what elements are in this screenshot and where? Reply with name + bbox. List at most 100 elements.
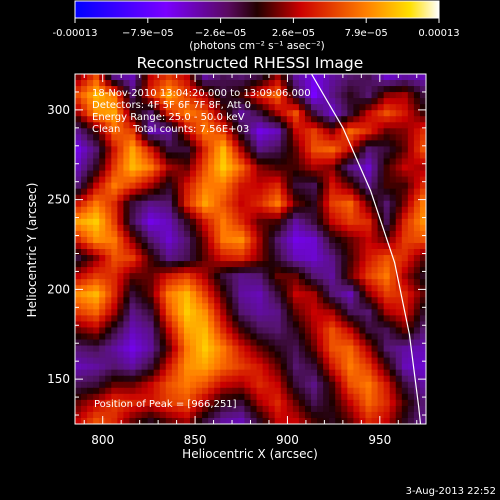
heatmap-cell <box>117 273 125 280</box>
heatmap-cell <box>353 164 361 172</box>
heatmap-cell <box>347 176 354 184</box>
heatmap-cell <box>317 80 324 87</box>
heatmap-cell <box>196 345 203 353</box>
heatmap-cell <box>159 285 167 292</box>
heatmap-cell <box>208 267 215 274</box>
heatmap-cell <box>141 321 149 329</box>
heatmap-cell <box>177 230 185 238</box>
heatmap-cell <box>159 261 167 268</box>
heatmap-cell <box>353 104 361 111</box>
heatmap-cell <box>341 188 348 196</box>
heatmap-cell <box>75 417 82 424</box>
heatmap-cell <box>141 393 149 401</box>
heatmap-cell <box>292 236 300 244</box>
heatmap-cell <box>105 212 112 220</box>
heatmap-cell <box>208 375 215 383</box>
heatmap-cell <box>419 146 426 154</box>
heatmap-cell <box>87 182 94 190</box>
heatmap-cell <box>141 261 149 268</box>
heatmap-cell <box>105 279 112 286</box>
heatmap-cell <box>238 291 246 298</box>
heatmap-cell <box>256 86 264 93</box>
heatmap-cell <box>81 236 88 244</box>
heatmap-cell <box>304 140 312 148</box>
heatmap-cell <box>75 188 82 196</box>
heatmap-cell <box>268 230 276 238</box>
heatmap-cell <box>401 146 409 154</box>
heatmap-cell <box>226 140 233 148</box>
heatmap-cell <box>214 273 221 280</box>
heatmap-cell <box>347 212 354 220</box>
heatmap-cell <box>250 351 258 359</box>
heatmap-cell <box>335 267 342 274</box>
heatmap-cell <box>329 363 336 371</box>
heatmap-cell <box>274 134 282 141</box>
heatmap-cell <box>226 122 233 129</box>
heatmap-cell <box>274 321 282 329</box>
heatmap-cell <box>304 188 312 196</box>
heatmap-cell <box>135 363 143 371</box>
heatmap-cell <box>214 399 221 407</box>
heatmap-cell <box>371 140 379 148</box>
heatmap-cell <box>419 164 426 172</box>
heatmap-cell <box>395 86 403 93</box>
heatmap-cell <box>335 152 342 160</box>
heatmap-cell <box>105 128 112 135</box>
heatmap-cell <box>214 363 221 371</box>
heatmap-cell <box>244 249 252 256</box>
heatmap-cell <box>165 339 173 347</box>
heatmap-cell <box>75 345 82 353</box>
heatmap-cell <box>238 309 246 316</box>
heatmap-cell <box>256 128 264 135</box>
heatmap-cell <box>335 146 342 154</box>
heatmap-cell <box>353 387 361 395</box>
heatmap-cell <box>311 194 318 202</box>
heatmap-cell <box>238 86 246 93</box>
heatmap-cell <box>99 279 106 286</box>
heatmap-cell <box>129 104 137 111</box>
heatmap-cell <box>401 417 409 424</box>
heatmap-cell <box>105 255 112 262</box>
heatmap-cell <box>365 351 373 359</box>
heatmap-cell <box>117 285 125 292</box>
heatmap-cell <box>129 315 137 323</box>
heatmap-cell <box>196 110 203 117</box>
heatmap-cell <box>268 303 276 310</box>
heatmap-cell <box>123 411 131 419</box>
heatmap-cell <box>202 417 209 424</box>
heatmap-cell <box>244 285 252 292</box>
heatmap-cell <box>268 200 276 208</box>
heatmap-cell <box>413 399 421 407</box>
heatmap-cell <box>105 86 112 93</box>
heatmap-cell <box>177 74 185 81</box>
heatmap-cell <box>135 104 143 111</box>
heatmap-cell <box>323 86 330 93</box>
heatmap-cell <box>311 80 318 87</box>
heatmap-cell <box>262 128 270 135</box>
heatmap-cell <box>111 357 118 365</box>
heatmap-cell <box>183 134 191 141</box>
heatmap-cell <box>395 291 403 298</box>
x-tick-label: 850 <box>184 433 207 447</box>
heatmap-cell <box>189 182 197 190</box>
heatmap-cell <box>208 297 215 304</box>
heatmap-cell <box>238 212 246 220</box>
heatmap-cell <box>87 74 94 81</box>
heatmap-cell <box>335 393 342 401</box>
heatmap-cell <box>389 375 397 383</box>
heatmap-cell <box>87 242 94 250</box>
heatmap-cell <box>177 279 185 286</box>
heatmap-cell <box>341 164 348 172</box>
heatmap-cell <box>214 212 221 220</box>
heatmap-cell <box>147 86 155 93</box>
heatmap-cell <box>304 92 312 99</box>
heatmap-cell <box>341 375 348 383</box>
heatmap-cell <box>147 128 155 135</box>
heatmap-cell <box>347 387 354 395</box>
heatmap-cell <box>304 74 312 81</box>
heatmap-cell <box>244 170 252 178</box>
heatmap-cell <box>359 224 367 232</box>
heatmap-cell <box>329 255 336 262</box>
heatmap-cell <box>389 170 397 178</box>
heatmap-cell <box>171 375 179 383</box>
